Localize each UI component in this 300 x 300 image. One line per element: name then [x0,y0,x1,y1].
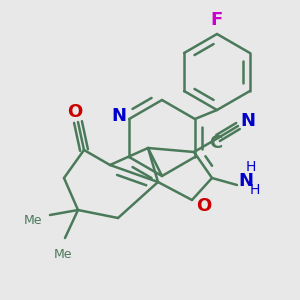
Text: H: H [250,183,260,197]
Text: O: O [196,197,211,215]
Text: N: N [241,112,256,130]
Text: O: O [68,103,82,121]
Text: N: N [238,172,253,190]
Text: N: N [112,107,127,125]
Text: Me: Me [54,248,72,261]
Text: H: H [246,160,256,174]
Text: Me: Me [23,214,42,226]
Text: C: C [209,134,223,152]
Text: F: F [211,11,223,29]
